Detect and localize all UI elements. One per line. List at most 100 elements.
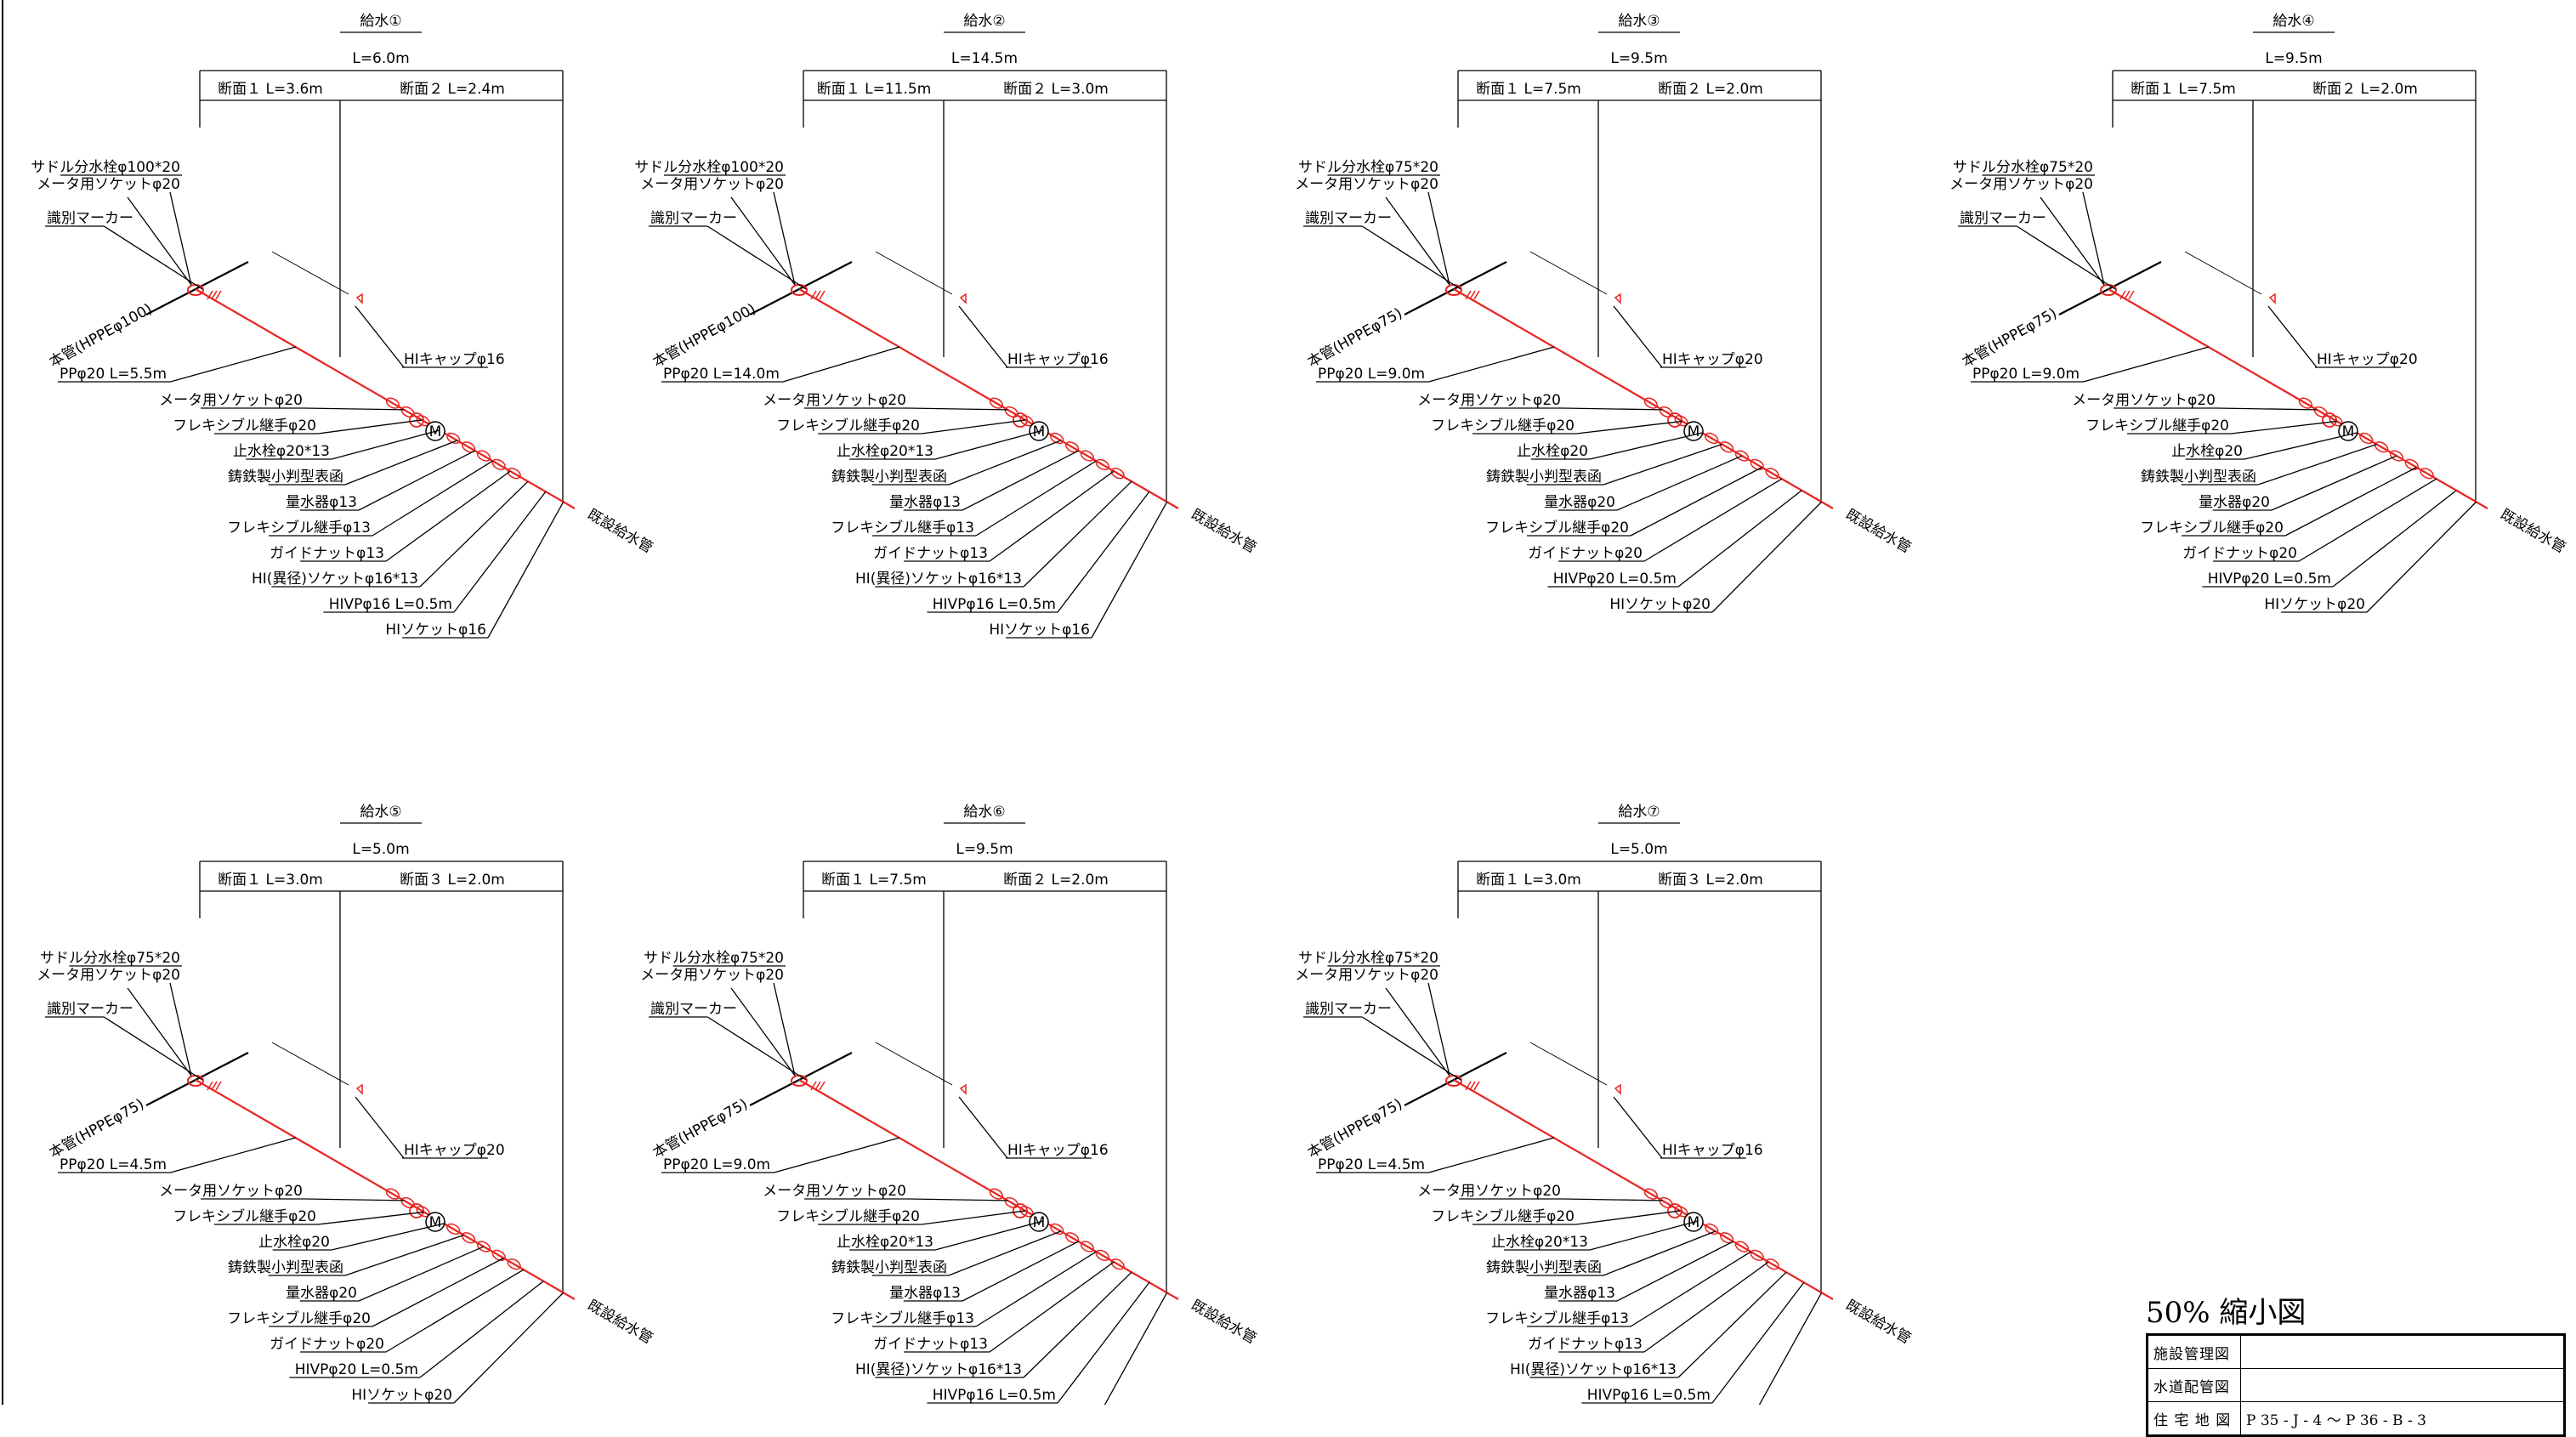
fitting-leader <box>304 1198 405 1201</box>
fitting-leader <box>2244 432 2358 460</box>
fitting-label: ガイドナットφ20 <box>1528 545 1643 562</box>
pipe-hatch-mark <box>810 1081 817 1091</box>
saddle-label: サドル分水栓φ75*20 <box>40 950 180 967</box>
cap-symbol <box>1614 1083 1621 1095</box>
meter-box-mark: M <box>2342 423 2355 440</box>
section2-label: 断面３ L=2.0m <box>1658 872 1763 889</box>
existing-pipe-label: 既設給水管 <box>1189 1297 1260 1348</box>
fitting-leader <box>385 1269 525 1353</box>
fitting-label: 止水栓φ20*13 <box>837 443 933 460</box>
pipe-fitting-symbol <box>1080 450 1095 462</box>
pipe-fitting-symbol <box>1050 1223 1064 1235</box>
fitting-leader <box>2298 478 2437 562</box>
meter-socket-top-leader <box>2040 196 2105 286</box>
cap-branch-line <box>875 251 953 295</box>
pipe-fitting-symbol <box>476 1241 491 1252</box>
fitting-label: HIソケットφ16 <box>385 622 486 639</box>
pp-length-label: PPφ20 L=9.0m <box>1972 366 2080 383</box>
title-block-label: 住 宅 地 図 <box>2147 1401 2241 1436</box>
cap-symbol <box>355 293 363 304</box>
fitting-leader <box>975 1251 1097 1327</box>
fitting-label: フレキシブル継手φ13 <box>831 519 974 537</box>
cap-branch-line <box>1529 251 1608 295</box>
fitting-label: フレキシブル継手φ20 <box>2085 417 2229 435</box>
fitting-leader <box>1023 480 1132 588</box>
saddle-label: サドル分水栓φ75*20 <box>644 950 784 967</box>
pipe-hatch-mark <box>215 1081 222 1091</box>
fitting-leader <box>1562 407 1663 411</box>
fitting-label: HIVPφ16 L=0.5m <box>329 596 452 613</box>
meter-socket-top-leader <box>1385 987 1450 1076</box>
fitting-leader <box>1575 1210 1681 1225</box>
saddle-label: サドル分水栓φ75*20 <box>1298 950 1438 967</box>
drawing-title: 給水④ <box>2272 13 2314 30</box>
service-pipe-line <box>2108 288 2488 509</box>
section1-label: 断面１ L=11.5m <box>817 81 932 98</box>
fitting-leader <box>1104 1292 1168 1405</box>
fitting-label: HI(異径)ソケットφ16*13 <box>855 1361 1022 1378</box>
service-pipe-line <box>798 288 1179 509</box>
fitting-leader <box>975 460 1097 537</box>
fitting-leader <box>934 1220 1044 1251</box>
pipe-hatch-mark <box>207 1081 213 1091</box>
section2-label: 断面２ L=3.0m <box>1003 81 1109 98</box>
marker-label: 識別マーカー <box>650 1001 737 1018</box>
meter-box-mark: M <box>429 423 442 440</box>
pp-leader <box>774 1137 900 1173</box>
fitting-label: HIVPφ16 L=0.5m <box>933 1387 1056 1404</box>
pipe-hatch-mark <box>1469 1081 1476 1091</box>
pipe-hatch-mark <box>1473 1081 1480 1091</box>
fitting-label: 量水器φ13 <box>889 494 961 511</box>
main-pipe-label: 本管(HPPEφ75) <box>1305 1096 1405 1162</box>
saddle-label: サドル分水栓φ100*20 <box>31 159 180 176</box>
title-block-table: 施設管理図 水道配管図 住 宅 地 図 P 35 - J - 4 〜 P 36 … <box>2146 1333 2566 1437</box>
fitting-label: HIVPφ20 L=0.5m <box>295 1361 418 1378</box>
pipe-hatch-mark <box>211 1081 218 1091</box>
fitting-label: 鋳鉄製小判型表函 <box>831 1259 947 1276</box>
fitting-label: HIソケットφ20 <box>2264 596 2365 613</box>
fitting-leader <box>453 491 547 613</box>
fitting-leader <box>487 501 565 639</box>
pipe-hatch-mark <box>1469 290 1476 300</box>
meter-socket-label-top: メータ用ソケットφ20 <box>640 176 784 193</box>
pipe-fitting-symbol <box>446 1223 461 1235</box>
saddle-leader <box>2082 191 2105 286</box>
cap-branch-line <box>271 251 349 295</box>
fitting-label: 止水栓φ20 <box>1517 443 1588 460</box>
total-length-label: L=9.5m <box>2265 50 2322 67</box>
fitting-leader <box>1562 1198 1663 1201</box>
meter-socket-top-leader <box>730 196 796 286</box>
fitting-label: HIVPφ20 L=0.5m <box>1553 571 1677 588</box>
stop-valve-symbol <box>1013 412 1028 428</box>
meter-box-mark: M <box>1033 1214 1046 1231</box>
main-pipe-label: 本管(HPPEφ100) <box>47 300 156 371</box>
fitting-label: フレキシブル継手φ20 <box>1431 417 1575 435</box>
cap-label: HIキャップφ16 <box>1662 1142 1763 1159</box>
cap-leader <box>958 1096 1008 1159</box>
fitting-leader <box>1711 501 1823 613</box>
fitting-label: 鋳鉄製小判型表函 <box>831 469 947 486</box>
pipe-fitting-symbol <box>989 1188 1004 1200</box>
total-length-label: L=6.0m <box>352 50 409 67</box>
title-block-row: 施設管理図 <box>2147 1334 2565 1369</box>
fitting-label: メータ用ソケットφ20 <box>159 1183 303 1200</box>
fitting-leader <box>1057 1281 1150 1404</box>
cap-label: HIキャップφ16 <box>1007 351 1109 368</box>
cap-label: HIキャップφ20 <box>404 1142 505 1159</box>
fitting-label: 止水栓φ20*13 <box>837 1234 933 1251</box>
service-drawing: 給水④ L=9.5m 断面１ L=7.5m 断面２ L=2.0m M サドル分水栓φ75*… <box>1949 13 2568 613</box>
main-pipe-line <box>1404 261 1507 315</box>
stop-valve-symbol <box>1667 412 1682 428</box>
title-block-value: P 35 - J - 4 〜 P 36 - B - 3 <box>2240 1401 2565 1436</box>
service-drawing: 給水① L=6.0m 断面１ L=3.6m 断面２ L=2.4m M サドル分水栓φ100… <box>31 13 655 639</box>
pipe-hatch-mark <box>1465 1081 1472 1091</box>
fitting-label: フレキシブル継手φ20 <box>776 1207 920 1225</box>
marker-leader <box>103 1016 203 1081</box>
existing-pipe-label: 既設給水管 <box>1843 1297 1915 1348</box>
service-pipe-line <box>195 288 576 509</box>
section2-label: 断面２ L=2.0m <box>1658 81 1763 98</box>
fitting-label: フレキシブル継手φ13 <box>831 1309 974 1327</box>
pipe-fitting-symbol <box>1705 432 1719 445</box>
fitting-label: HI(異径)ソケットφ16*13 <box>1510 1361 1677 1378</box>
title-block: 50% 縮小図 施設管理図 水道配管図 住 宅 地 図 P 35 - J - 4… <box>2146 1296 2567 1437</box>
